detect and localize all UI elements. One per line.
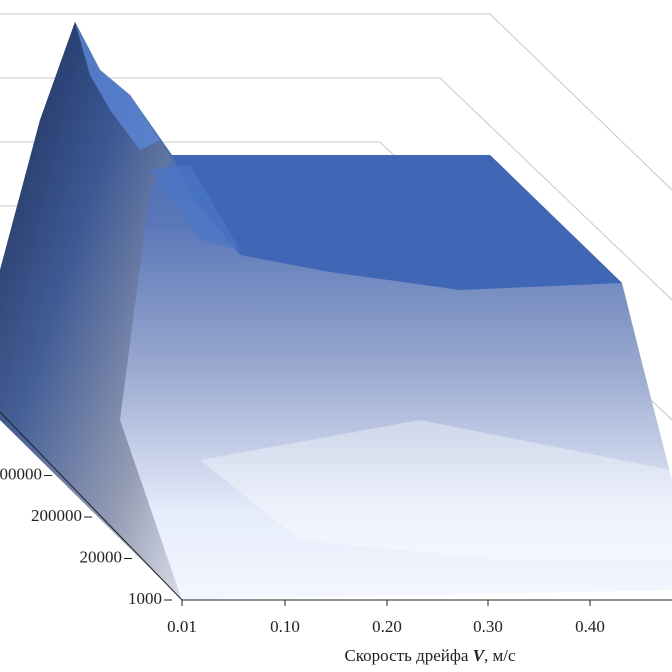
x-tick-label: 0.20 — [372, 617, 402, 636]
x-label-part: , м/с — [484, 646, 516, 665]
x-label-part: Скорость дрейфа — [344, 646, 472, 665]
x-axis-label: Скорость дрейфа V, м/с — [344, 646, 516, 665]
x-tick-label: 0.40 — [575, 617, 605, 636]
x-tick-label: 0.01 — [167, 617, 197, 636]
x-tick-label: 0.30 — [473, 617, 503, 636]
x-label-var: V — [473, 646, 486, 665]
x-tick-label: 0.10 — [270, 617, 300, 636]
depth-tick-label: 20000 — [80, 547, 123, 566]
depth-tick-label: 1000 — [128, 589, 162, 608]
depth-tick-label: 200000 — [31, 506, 82, 525]
surface — [0, 22, 672, 600]
